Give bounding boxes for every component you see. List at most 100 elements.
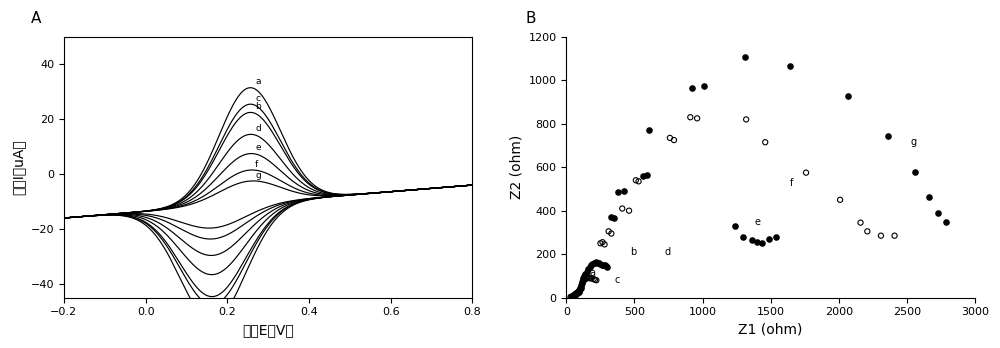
Point [598, 263, 614, 269]
Point [601, 229, 617, 234]
Point [575, 277, 591, 283]
Point [754, 240, 770, 246]
Point [873, 233, 889, 238]
Point [631, 179, 647, 184]
Point [571, 288, 587, 293]
Text: b: b [630, 247, 636, 258]
Point [568, 291, 584, 296]
Point [798, 170, 814, 175]
Point [592, 240, 608, 246]
Text: f: f [790, 178, 793, 188]
Text: g: g [911, 136, 917, 147]
Point [586, 276, 602, 282]
Point [840, 93, 856, 98]
Point [738, 117, 754, 122]
Point [666, 137, 682, 143]
Point [628, 177, 644, 183]
Point [574, 281, 590, 286]
Point [592, 261, 608, 267]
Point [584, 261, 600, 267]
Point [573, 285, 589, 291]
Point [569, 291, 585, 296]
Point [569, 291, 585, 296]
Point [635, 173, 651, 179]
Point [591, 261, 607, 266]
Point [579, 275, 595, 281]
Point [682, 114, 698, 120]
Text: f: f [255, 160, 258, 169]
Point [582, 275, 598, 281]
X-axis label: 电压E（V）: 电压E（V） [242, 323, 294, 337]
Point [564, 294, 580, 299]
Point [744, 237, 760, 243]
Text: B: B [526, 11, 536, 26]
Point [921, 194, 937, 199]
Point [594, 262, 610, 267]
Point [565, 293, 581, 299]
Point [880, 133, 896, 139]
Point [573, 283, 589, 288]
Point [571, 289, 587, 294]
Point [603, 214, 619, 220]
Point [576, 273, 592, 279]
Point [832, 197, 848, 203]
Point [684, 85, 700, 91]
Point [569, 290, 585, 295]
Point [597, 263, 613, 268]
Point [567, 292, 583, 297]
Point [603, 231, 619, 236]
Point [571, 288, 587, 293]
Point [575, 275, 591, 281]
Point [737, 55, 753, 60]
Text: c: c [255, 94, 260, 103]
Point [564, 294, 580, 299]
Point [641, 127, 657, 133]
Point [573, 285, 589, 291]
Point [907, 169, 923, 174]
Point [576, 277, 592, 283]
Point [859, 229, 875, 234]
Point [621, 208, 637, 213]
Point [587, 260, 603, 266]
Point [599, 264, 615, 269]
Point [574, 281, 590, 286]
Point [662, 135, 678, 141]
Point [563, 294, 579, 300]
Point [570, 290, 586, 295]
Point [568, 291, 584, 296]
Y-axis label: Z2 (ohm): Z2 (ohm) [509, 135, 523, 199]
Point [614, 206, 630, 211]
Point [616, 188, 632, 194]
Point [569, 290, 585, 295]
Point [594, 239, 610, 245]
Point [768, 234, 784, 239]
Point [761, 236, 777, 242]
Text: d: d [255, 124, 261, 133]
Point [595, 262, 611, 268]
Point [586, 261, 602, 266]
Text: a: a [255, 77, 261, 86]
X-axis label: Z1 (ohm): Z1 (ohm) [738, 323, 803, 337]
Text: g: g [255, 171, 261, 180]
Point [577, 271, 593, 277]
Point [782, 63, 798, 69]
Text: b: b [255, 102, 261, 111]
Point [938, 219, 954, 224]
Point [577, 276, 593, 282]
Point [930, 210, 946, 216]
Point [583, 276, 599, 281]
Point [610, 189, 626, 195]
Point [563, 294, 579, 300]
Text: e: e [754, 217, 760, 227]
Point [580, 275, 596, 280]
Point [571, 289, 587, 294]
Text: d: d [664, 247, 671, 257]
Point [567, 292, 583, 298]
Point [727, 223, 743, 229]
Text: a: a [590, 268, 596, 278]
Point [565, 293, 581, 299]
Point [735, 234, 751, 239]
Point [597, 242, 613, 247]
Point [588, 260, 604, 265]
Point [639, 172, 655, 177]
